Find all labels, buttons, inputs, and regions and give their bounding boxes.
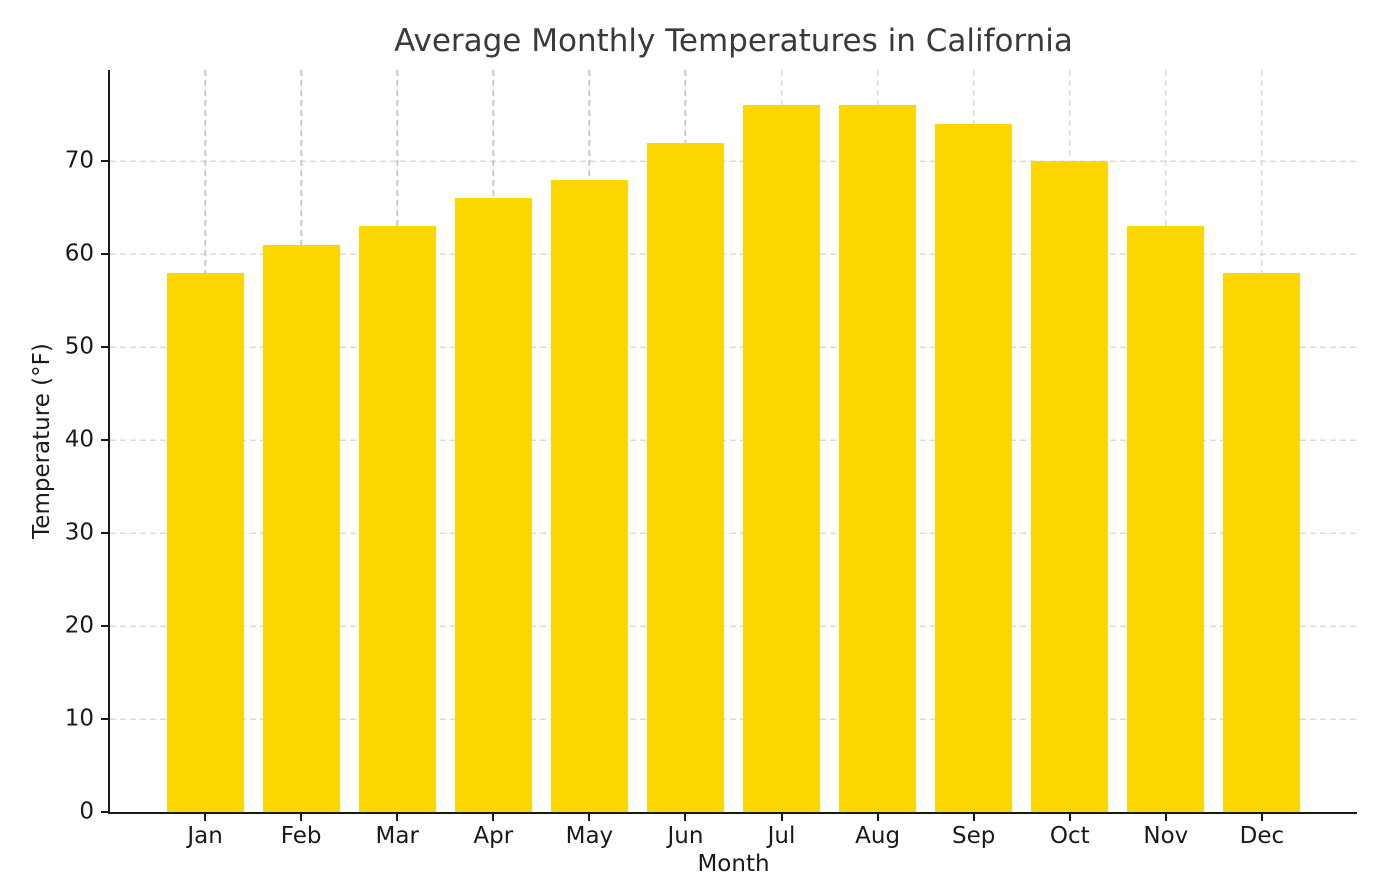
bar-nov [1127, 226, 1205, 812]
y-tick-mark [101, 253, 110, 256]
y-tick-label: 0 [79, 798, 94, 825]
bar-mar [358, 226, 436, 812]
y-gridline [110, 439, 1357, 441]
x-tick-mark [780, 812, 783, 821]
y-tick-label: 20 [64, 612, 94, 639]
y-tick-mark [101, 439, 110, 442]
y-tick-mark [101, 811, 110, 813]
bar-apr [454, 198, 532, 812]
x-tick-label: Apr [473, 823, 514, 849]
x-tick-mark [876, 812, 879, 821]
y-gridline [110, 625, 1357, 627]
y-gridline [110, 346, 1357, 348]
x-tick-mark [684, 812, 687, 821]
y-tick-mark [101, 625, 110, 628]
y-tick-label: 60 [64, 240, 94, 267]
y-tick-label: 10 [64, 705, 94, 732]
y-tick-mark [101, 718, 110, 721]
x-tick-mark [204, 812, 207, 821]
bar-may [550, 179, 628, 812]
chart-title: Average Monthly Temperatures in Californ… [394, 23, 1073, 59]
y-tick-label: 40 [64, 426, 94, 453]
bar-jan [166, 272, 244, 812]
x-tick-mark [492, 812, 495, 821]
y-gridline [110, 160, 1357, 162]
x-tick-label: Jul [767, 823, 796, 849]
x-tick-label: Jan [187, 823, 223, 849]
bar-sep [935, 123, 1013, 812]
x-tick-label: Feb [280, 823, 322, 849]
y-axis-label: Temperature (°F) [29, 343, 55, 539]
y-tick-mark [101, 160, 110, 163]
x-tick-label: Aug [855, 823, 901, 849]
x-tick-mark [300, 812, 303, 821]
x-tick-label: Sep [951, 823, 996, 849]
x-tick-label: Jun [667, 823, 704, 849]
x-tick-label: Oct [1049, 823, 1090, 849]
plot-area: 0 10 20 30 40 50 60 70 Jan Feb Mar Apr May Jun Jul Aug S… [65, 70, 1357, 848]
x-tick-mark [1164, 812, 1167, 821]
x-tick-label: Dec [1239, 823, 1285, 849]
y-gridline [110, 532, 1357, 534]
x-tick-mark [588, 812, 591, 821]
y-tick-mark [101, 532, 110, 535]
x-tick-label: May [565, 823, 614, 849]
y-tick-label: 50 [64, 333, 94, 360]
bar-jun [647, 142, 724, 812]
bar-aug [839, 105, 917, 812]
x-tick-mark [1068, 812, 1071, 821]
x-tick-mark [972, 812, 975, 821]
bar-feb [262, 244, 340, 812]
bar-jul [743, 105, 820, 812]
x-axis-label: Month [697, 851, 770, 877]
x-tick-label: Nov [1143, 823, 1189, 849]
y-gridline [110, 253, 1357, 255]
y-tick-label: 70 [64, 147, 94, 174]
y-tick-mark [101, 346, 110, 349]
y-gridline [110, 718, 1357, 720]
x-tick-mark [1260, 812, 1263, 821]
x-tick-mark [396, 812, 399, 821]
x-tick-label: Mar [375, 823, 419, 849]
y-tick-label: 30 [64, 519, 94, 546]
bar-oct [1031, 161, 1109, 812]
bar-dec [1223, 272, 1301, 812]
